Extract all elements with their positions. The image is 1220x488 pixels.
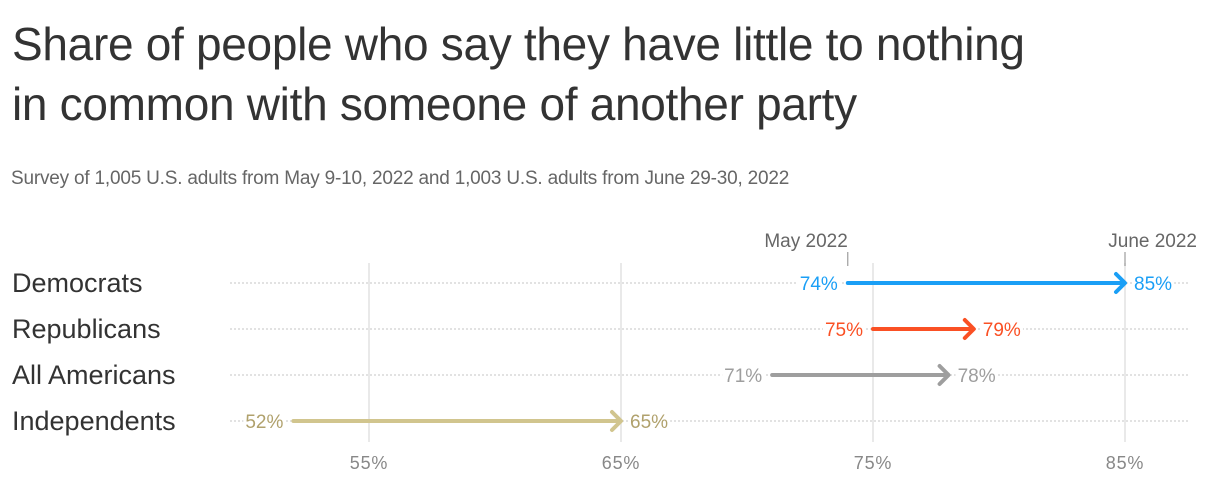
category-label: Republicans: [12, 314, 161, 344]
row-all-americans: All Americans 71% 78%: [12, 360, 998, 390]
chart-title-line1: Share of people who say they have little…: [12, 18, 1025, 70]
arrow-head-icon: [937, 364, 951, 386]
legend-end-label: June 2022: [1108, 231, 1197, 252]
arrow-head-icon: [610, 410, 623, 432]
category-label: All Americans: [12, 360, 176, 390]
label-mask: [722, 372, 765, 378]
vertical-gridlines: [368, 263, 1126, 442]
end-value-label: 85%: [1134, 274, 1172, 295]
row-independents: Independents 52% 65%: [12, 406, 671, 436]
arrow-head-icon: [962, 318, 976, 340]
label-mask: [822, 326, 866, 332]
end-value-label: 79%: [983, 320, 1021, 341]
x-axis: 55% 65% 75% 85%: [350, 453, 1144, 473]
end-value-label: 65%: [630, 412, 668, 433]
label-mask: [628, 418, 671, 424]
category-rows: Democrats 74% 85% Republicans 75% 79% All Amer…: [12, 268, 1175, 436]
category-label: Independents: [12, 406, 176, 436]
label-mask: [243, 418, 286, 424]
start-value-label: 71%: [724, 366, 762, 387]
label-mask: [797, 280, 840, 286]
period-legend: May 2022 June 2022: [764, 231, 1197, 266]
legend-start-label: May 2022: [764, 231, 847, 252]
category-label: Democrats: [12, 268, 143, 298]
chart-title-line2: in common with someone of another party: [12, 78, 857, 130]
chart-subtitle: Survey of 1,005 U.S. adults from May 9-1…: [11, 168, 790, 189]
label-mask: [1132, 280, 1175, 286]
label-mask: [955, 372, 998, 378]
arrow-head-icon: [1114, 272, 1127, 294]
x-tick-label: 65%: [602, 453, 640, 473]
row-dotted-lines: [230, 282, 1188, 422]
start-value-label: 74%: [800, 274, 838, 295]
row-republicans: Republicans 75% 79%: [12, 314, 1023, 344]
x-tick-label: 55%: [350, 453, 388, 473]
label-mask: [980, 326, 1023, 332]
end-value-label: 78%: [958, 366, 996, 387]
x-tick-label: 85%: [1106, 453, 1144, 473]
chart-title: Share of people who say they have little…: [12, 14, 1212, 134]
x-tick-label: 75%: [854, 453, 892, 473]
row-democrats: Democrats 74% 85%: [12, 268, 1175, 298]
start-value-label: 75%: [825, 320, 863, 341]
start-value-label: 52%: [245, 412, 283, 433]
